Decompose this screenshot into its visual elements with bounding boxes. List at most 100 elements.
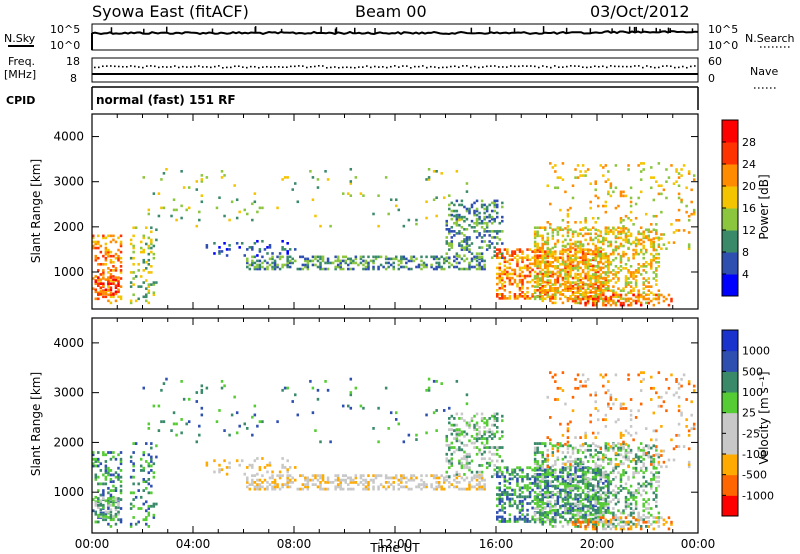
velocity-cell — [228, 466, 231, 469]
power-cell — [624, 281, 628, 284]
velocity-cell — [152, 471, 156, 475]
velocity-cell — [94, 464, 98, 468]
power-cell — [672, 231, 676, 234]
power-cell — [599, 260, 603, 264]
nave-dot — [510, 65, 512, 67]
velocity-cell — [336, 474, 340, 478]
velocity-cell — [644, 427, 648, 431]
velocity-cell — [538, 466, 542, 470]
power-cell — [543, 254, 547, 258]
nave-dot — [434, 66, 436, 68]
velocity-cell — [99, 512, 103, 516]
velocity-cell — [485, 419, 489, 423]
power-cell — [450, 217, 454, 221]
nave-dot — [370, 66, 372, 69]
power-cell — [518, 256, 522, 260]
power-cell — [581, 174, 585, 177]
velocity-cell — [581, 473, 585, 477]
velocity-cell — [480, 452, 484, 456]
power-cell — [478, 221, 481, 225]
velocity-cell — [637, 513, 640, 517]
power-cell — [566, 281, 570, 284]
velocity-cell — [478, 464, 481, 467]
velocity-cell — [470, 417, 474, 420]
nsearch-label: N.Search — [745, 32, 795, 45]
velocity-cell — [574, 477, 577, 481]
velocity-cell — [475, 470, 479, 474]
velocity-cell — [523, 517, 527, 521]
power-cell — [543, 240, 547, 244]
velocity-cell — [619, 489, 623, 492]
power-cell — [576, 295, 580, 299]
power-cell — [687, 243, 691, 246]
power-cell — [571, 246, 575, 250]
velocity-cell — [445, 457, 448, 461]
velocity-cell — [627, 498, 630, 501]
velocity-cell — [687, 382, 691, 386]
power-cell — [612, 299, 615, 303]
power-cell — [518, 295, 522, 298]
velocity-cell — [627, 475, 630, 479]
power-cell — [574, 254, 577, 258]
power-cell — [597, 234, 600, 238]
power-cell — [574, 295, 577, 298]
power-cell — [372, 261, 375, 265]
power-cell — [228, 218, 231, 222]
velocity-cell — [629, 495, 633, 499]
velocity-cell — [104, 499, 108, 503]
velocity-cell — [271, 470, 274, 474]
velocity-cell — [112, 451, 115, 454]
velocity-cell — [546, 395, 549, 399]
velocity-cell — [642, 448, 645, 452]
power-cell — [546, 270, 549, 274]
power-cell — [238, 246, 241, 249]
power-cell — [634, 301, 638, 305]
power-cell — [637, 289, 640, 292]
velocity-cell — [692, 384, 696, 388]
power-cell — [349, 257, 353, 261]
power-cell — [147, 246, 151, 250]
power-cell — [253, 192, 257, 195]
velocity-cell — [528, 490, 532, 494]
velocity-cell — [119, 491, 123, 495]
power-cell — [490, 236, 494, 239]
nave-dot — [658, 66, 660, 69]
velocity-cell — [92, 509, 95, 513]
velocity-cell — [536, 500, 539, 504]
nave-dot — [546, 65, 548, 68]
power-cell — [619, 227, 623, 230]
velocity-cell — [223, 459, 226, 463]
velocity-cell — [543, 520, 547, 524]
power-cell — [329, 261, 332, 265]
velocity-cell — [526, 495, 529, 499]
station-title: Syowa East (fitACF) — [92, 2, 249, 21]
velocity-cell — [536, 468, 539, 472]
power-cell — [511, 276, 514, 280]
power-cell — [331, 261, 335, 265]
velocity-cell — [569, 507, 572, 510]
power-cell — [478, 215, 481, 219]
velocity-cell — [569, 455, 572, 459]
power-cell — [546, 266, 549, 270]
velocity-cell — [554, 475, 557, 479]
power-cell — [564, 250, 567, 253]
velocity-cell — [561, 457, 565, 461]
velocity-cell — [619, 480, 623, 484]
velocity-cell — [258, 468, 262, 472]
power-cell — [533, 244, 537, 248]
velocity-cell — [528, 466, 532, 470]
nave-dot — [490, 65, 492, 67]
velocity-cell — [538, 468, 542, 472]
velocity-cell — [566, 440, 570, 444]
power-cell — [655, 260, 658, 264]
velocity-cell — [581, 373, 585, 377]
velocity-cell — [687, 447, 691, 451]
power-cell — [129, 301, 133, 305]
power-cell — [304, 259, 307, 263]
velocity-cell — [485, 446, 489, 449]
velocity-cell — [622, 471, 625, 475]
power-cell — [650, 260, 653, 264]
power-cell — [556, 240, 560, 244]
power-cell — [637, 242, 640, 246]
power-cell — [650, 262, 653, 266]
